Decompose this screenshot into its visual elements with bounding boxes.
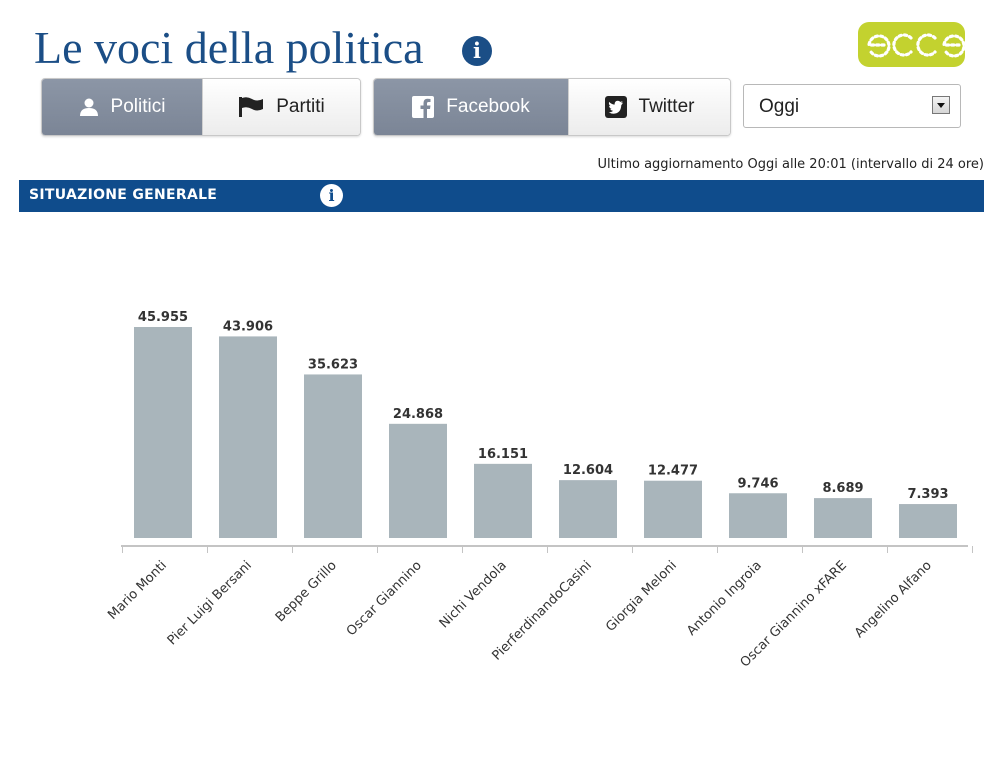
entity-tabs: Politici Partiti xyxy=(41,78,361,136)
bar-value-label: 12.604 xyxy=(563,463,613,478)
chevron-down-icon[interactable] xyxy=(932,96,950,114)
info-icon[interactable]: i xyxy=(320,184,343,207)
chart-bar[interactable] xyxy=(134,327,192,538)
category-tick-label: PierferdinandoCasini xyxy=(489,558,594,663)
bar-value-label: 9.746 xyxy=(737,476,778,491)
category-tick-label: Angelino Alfano xyxy=(852,558,935,641)
category-tick-label: Antonio Ingroia xyxy=(684,558,765,639)
chart-bar[interactable] xyxy=(644,480,702,538)
section-title: SITUAZIONE GENERALE xyxy=(29,187,218,203)
chart-bar[interactable] xyxy=(729,493,787,538)
tab-facebook[interactable]: Facebook xyxy=(374,79,568,135)
bar-value-label: 24.868 xyxy=(393,407,443,422)
chart-bar[interactable] xyxy=(899,504,957,538)
bar-value-label: 12.477 xyxy=(648,464,698,479)
bar-value-label: 35.623 xyxy=(308,357,358,372)
bar-value-label: 7.393 xyxy=(907,487,948,502)
chart-bar[interactable] xyxy=(389,423,447,538)
tab-partiti-label: Partiti xyxy=(276,96,325,117)
tab-politici-label: Politici xyxy=(110,96,166,117)
twitter-icon xyxy=(604,96,627,118)
category-tick-label: Pier Luigi Bersani xyxy=(165,558,255,648)
category-tick-label: Beppe Grillo xyxy=(273,558,340,625)
flag-icon xyxy=(239,97,264,117)
chart-bar[interactable] xyxy=(474,463,532,538)
category-tick-label: Giorgia Meloni xyxy=(603,558,680,635)
tab-facebook-label: Facebook xyxy=(446,96,530,117)
chart-bar[interactable] xyxy=(814,498,872,538)
tab-twitter-label: Twitter xyxy=(638,96,695,117)
period-select-value: Oggi xyxy=(759,96,800,117)
tab-politici[interactable]: Politici xyxy=(42,79,202,135)
bar-value-label: 43.906 xyxy=(223,319,273,334)
bar-value-label: 45.955 xyxy=(138,310,188,325)
person-icon xyxy=(79,98,98,116)
ecce-logo[interactable] xyxy=(858,22,966,67)
facebook-icon xyxy=(412,96,435,118)
chart-bar[interactable] xyxy=(304,374,362,538)
category-tick-label: Mario Monti xyxy=(105,558,170,623)
period-select[interactable]: Oggi xyxy=(743,84,961,128)
source-tabs: Facebook Twitter xyxy=(373,78,731,136)
chart-bar[interactable] xyxy=(559,480,617,538)
tab-partiti[interactable]: Partiti xyxy=(202,79,360,135)
category-tick-label: Nichi Vendola xyxy=(437,558,510,631)
bar-value-label: 16.151 xyxy=(478,447,528,462)
category-tick-label: Oscar Giannino xyxy=(344,558,425,639)
chart-bar[interactable] xyxy=(219,336,277,538)
info-icon[interactable]: i xyxy=(462,36,492,66)
bar-value-label: 8.689 xyxy=(822,481,863,496)
page-title: Le voci della politica xyxy=(34,22,424,73)
section-header: SITUAZIONE GENERALE i xyxy=(19,180,984,212)
tab-twitter[interactable]: Twitter xyxy=(568,79,730,135)
last-update-text: Ultimo aggiornamento Oggi alle 20:01 (in… xyxy=(597,157,984,172)
ecce-logo-icon xyxy=(867,33,966,58)
